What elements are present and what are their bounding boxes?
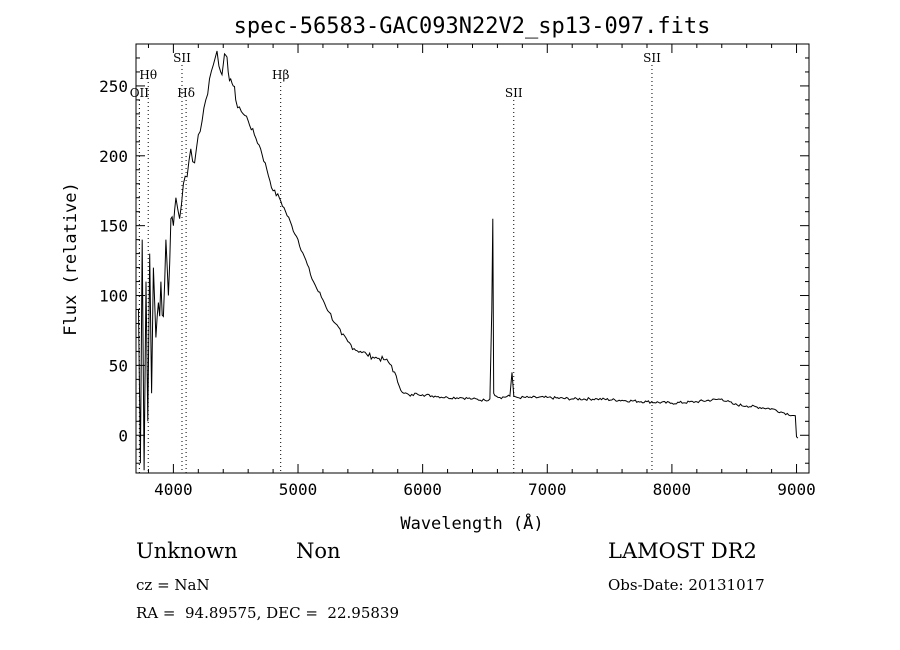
plot-frame [135,43,810,474]
x-tick-label: 6000 [403,480,442,499]
y-tick-label: 0 [118,426,128,445]
obs-date-label: Obs-Date: 20131017 [608,576,765,594]
survey-label: LAMOST DR2 [608,539,757,563]
emission-line-label: Hθ [139,68,157,82]
emission-line-label: OII [130,86,150,100]
y-tick-label: 50 [109,356,128,375]
subclass-label: Non [296,539,341,563]
y-tick-label: 100 [99,287,128,306]
x-axis-label: Wavelength (Å) [400,512,543,534]
y-tick-label: 200 [99,147,128,166]
emission-line-label: SII [173,51,191,65]
cz-label: cz = NaN [136,576,210,594]
emission-line-label: SII [643,51,661,65]
chart-title: spec-56583-GAC093N22V2_sp13-097.fits [234,14,711,39]
x-tick-label: 7000 [528,480,567,499]
emission-line-label: SII [505,86,523,100]
emission-line-label: Hδ [177,86,195,100]
x-tick-label: 8000 [653,480,692,499]
class-label: Unknown [136,539,238,563]
emission-line-label: Hβ [272,68,289,82]
y-axis-label: Flux (relative) [61,182,81,336]
y-tick-label: 250 [99,77,128,96]
radec-label: RA = 94.89575, DEC = 22.95839 [136,604,400,622]
x-tick-label: 4000 [154,480,193,499]
y-tick-label: 150 [99,217,128,236]
x-tick-label: 9000 [777,480,816,499]
x-tick-label: 5000 [279,480,318,499]
spectrum-line [138,50,799,471]
